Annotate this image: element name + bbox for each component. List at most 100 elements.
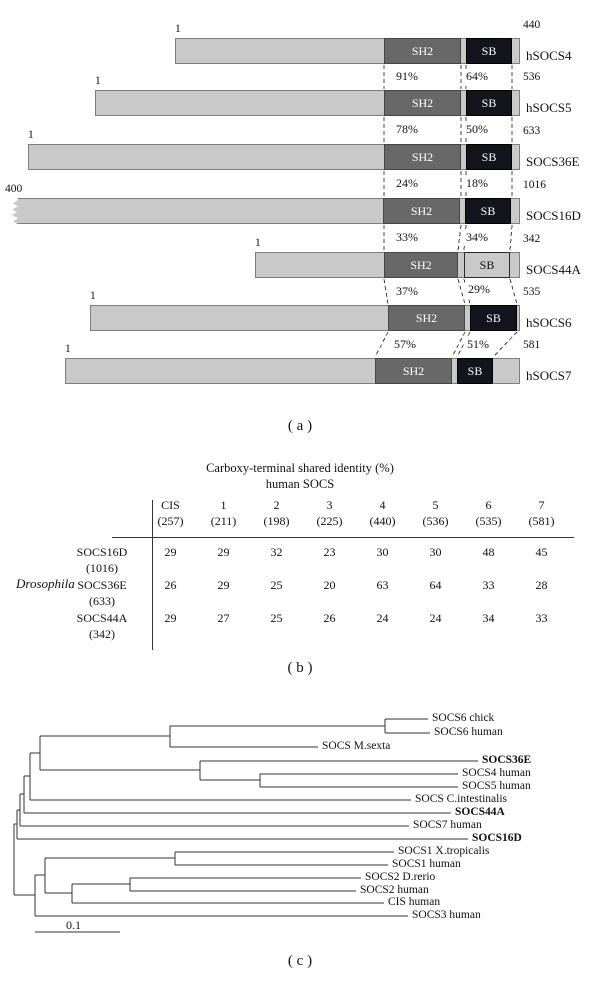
table-cell: 33 [482, 578, 495, 593]
table-title: Carboxy-terminal shared identity (%) [206, 461, 394, 475]
protein-name: hSOCS6 [526, 315, 572, 330]
residue-start: 400 [5, 183, 23, 195]
residue-end: 633 [523, 125, 541, 137]
taxon-label: SOCS1 X.tropicalis [398, 845, 490, 857]
taxon-label: SOCS4 human [462, 767, 531, 779]
col-name: 1 [220, 498, 227, 512]
residue-start: 1 [95, 75, 101, 87]
residue-start: 1 [65, 343, 71, 355]
table-subtitle: human SOCS [265, 477, 335, 491]
col-name: 7 [538, 498, 545, 512]
protein-bar-socs44a: SH2 SB [255, 252, 520, 278]
taxon-label: SOCS16D [472, 832, 522, 844]
socs-box-domain: SB [466, 90, 512, 116]
table-vertical-rule [152, 500, 153, 650]
residue-start: 1 [90, 290, 96, 302]
scale-bar-label: 0.1 [66, 918, 81, 932]
protein-name: SOCS36E [526, 154, 580, 169]
corner-cell [60, 498, 144, 529]
protein-name: SOCS16D [526, 208, 581, 223]
sh2-domain: SH2 [388, 305, 465, 331]
residue-end: 581 [523, 339, 541, 351]
table-cell: 29 [217, 545, 230, 560]
taxon-label: SOCS M.sexta [322, 740, 391, 752]
table-cell: 27 [217, 611, 230, 626]
col-length: (225) [316, 513, 343, 528]
col-name: 2 [273, 498, 280, 512]
taxon-label: SOCS3 human [412, 909, 481, 921]
table-header-rule [112, 537, 574, 538]
residue-end: 1016 [523, 179, 546, 191]
taxon-label: SOCS2 D.rerio [365, 871, 436, 883]
sh2-identity: 33% [393, 230, 421, 245]
sb-identity: 50% [463, 122, 491, 137]
table-cell: 48 [482, 545, 495, 560]
row-length: (342) [89, 626, 115, 641]
row-name: SOCS16D [76, 545, 128, 560]
taxon-label: SOCS2 human [360, 884, 429, 896]
table-cell: 29 [217, 578, 230, 593]
protein-name: hSOCS4 [526, 48, 572, 63]
table-cell: 63 [376, 578, 389, 593]
taxon-label: CIS human [388, 896, 441, 908]
col-name: CIS [161, 498, 180, 512]
protein-bar-socs36e: SH2 SB [28, 144, 520, 170]
protein-name: SOCS44A [526, 262, 581, 277]
protein-bar-hsocs5: SH2 SB [95, 90, 520, 116]
table-cell: 29 [164, 545, 177, 560]
sh2-domain: SH2 [375, 358, 452, 384]
taxon-label: SOCS C.intestinalis [415, 793, 508, 805]
identity-table: CIS (257) 1 (211) 2 (198) 3 (225) 4 (440) 5 (5… [60, 498, 568, 644]
row-name: SOCS44A [76, 611, 128, 626]
sb-identity: 18% [463, 176, 491, 191]
col-header: CIS (257) [144, 498, 197, 529]
col-header: 4 (440) [356, 498, 409, 529]
table-cell: 34 [482, 611, 495, 626]
sh2-domain: SH2 [384, 252, 458, 278]
panel-b-caption: ( b ) [287, 660, 313, 676]
sh2-domain: SH2 [383, 198, 460, 224]
residue-start: 1 [175, 23, 181, 35]
sh2-identity: 91% [393, 69, 421, 84]
col-length: (535) [475, 513, 502, 528]
row-length: (1016) [86, 560, 118, 575]
row-header: SOCS44A (342) [60, 611, 144, 644]
table-cell: 45 [535, 545, 548, 560]
residue-end: 440 [523, 19, 541, 31]
sb-identity: 51% [464, 337, 492, 352]
col-header: 6 (535) [462, 498, 515, 529]
sh2-identity: 57% [391, 337, 419, 352]
row-header: SOCS36E (633) [60, 578, 144, 611]
table-cell: 23 [323, 545, 336, 560]
row-group-label: Drosophila [16, 576, 75, 591]
sh2-domain: SH2 [384, 144, 461, 170]
col-length: (198) [263, 513, 290, 528]
table-cell: 28 [535, 578, 548, 593]
taxon-label: SOCS5 human [462, 780, 531, 792]
sb-identity: 64% [463, 69, 491, 84]
table-cell: 26 [323, 611, 336, 626]
table-cell: 64 [429, 578, 442, 593]
sb-identity: 29% [465, 282, 493, 297]
protein-name: hSOCS5 [526, 100, 572, 115]
protein-bar-hsocs4: SH2 SB [175, 38, 520, 64]
socs-box-domain: SB [464, 252, 510, 278]
col-length: (440) [369, 513, 396, 528]
protein-bar-hsocs7: SH2 SB [65, 358, 520, 384]
socs-box-domain: SB [470, 305, 517, 331]
panel-c-caption: ( c ) [287, 953, 313, 969]
table-cell: 20 [323, 578, 336, 593]
col-name: 5 [432, 498, 439, 512]
socs-box-domain: SB [466, 38, 512, 64]
sh2-identity: 78% [393, 122, 421, 137]
protein-bar-socs16d: SH2 SB [12, 198, 520, 224]
table-cell: 30 [376, 545, 389, 560]
table-cell: 25 [270, 611, 283, 626]
col-length: (211) [210, 513, 237, 528]
col-name: 6 [485, 498, 492, 512]
sh2-domain: SH2 [384, 90, 461, 116]
col-name: 3 [326, 498, 333, 512]
table-cell: 25 [270, 578, 283, 593]
row-header: SOCS16D (1016) [60, 545, 144, 578]
